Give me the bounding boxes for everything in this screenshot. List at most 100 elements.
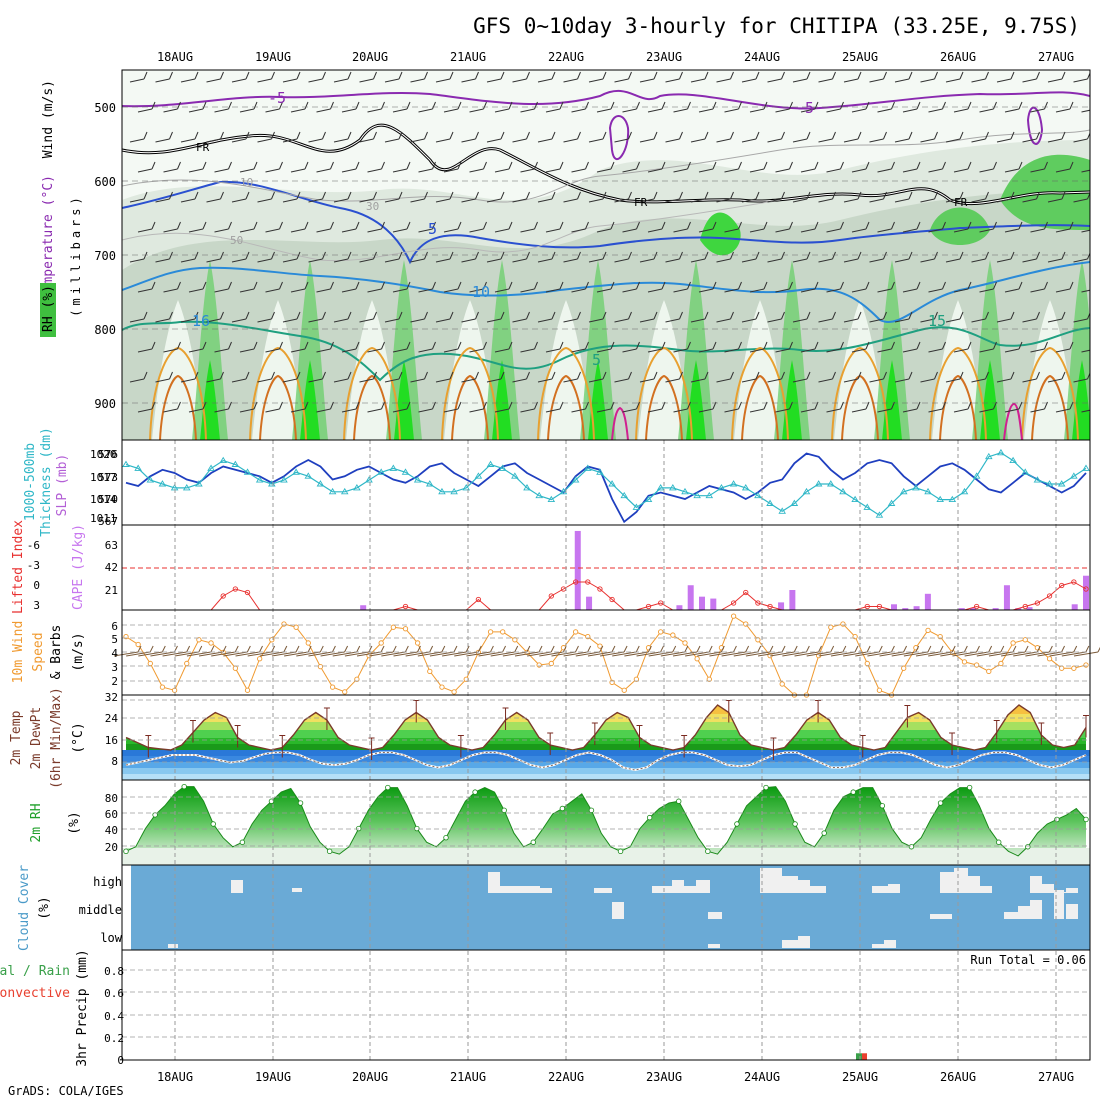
thickness-point <box>681 487 689 495</box>
upper-barb-flag <box>228 281 232 290</box>
upper-barb-flag <box>253 221 258 230</box>
upper-barb-flag <box>934 191 938 200</box>
upper-barb-flag <box>1044 101 1048 110</box>
upper-barb <box>563 138 578 143</box>
upper-barb <box>1030 348 1045 353</box>
wind-speed-point <box>184 660 190 667</box>
upper-barb <box>231 138 247 143</box>
upper-barb-flag <box>704 311 709 320</box>
wind-speed-point <box>682 640 688 646</box>
upper-barb <box>724 348 739 353</box>
slp-label: SLP (mb) <box>55 454 70 517</box>
upper-barb <box>1004 108 1020 113</box>
upper-barb-flag <box>373 311 377 320</box>
li-point <box>645 603 652 610</box>
upper-barb <box>545 408 561 413</box>
upper-barb-flag <box>194 191 199 200</box>
upper-barb-flag <box>916 101 921 110</box>
cloud-block-3 <box>540 888 552 893</box>
orange-arch-outer-4 <box>537 346 595 440</box>
upper-barb <box>1022 78 1037 83</box>
grid-lines <box>122 106 1090 1060</box>
upper-barb-flag <box>738 341 742 350</box>
upper-barb <box>690 78 706 83</box>
upper-barb-flag <box>1069 101 1074 110</box>
thickness-point <box>948 495 957 503</box>
upper-barb-flag <box>559 221 564 230</box>
wind-barb-flag <box>890 645 895 653</box>
upper-barb-flag <box>253 101 258 110</box>
date-top-25AUG: 25AUG <box>842 50 878 64</box>
upper-barb-flag <box>151 341 156 350</box>
upper-barb-flag <box>1096 162 1099 169</box>
upper-barb <box>545 168 561 173</box>
temp-label-1: 2m Temp <box>9 710 24 765</box>
upper-barb <box>1055 288 1071 293</box>
wind-barb-flag <box>1073 645 1078 653</box>
rh-point <box>996 839 1002 845</box>
upper-barb-flag <box>500 191 505 200</box>
upper-barb-flag <box>585 101 589 110</box>
wind-barb <box>818 651 843 657</box>
li-point <box>585 579 591 585</box>
upper-barb <box>537 198 553 203</box>
upper-barb <box>410 318 425 323</box>
thickness-point <box>255 476 264 483</box>
li-line <box>126 581 1087 610</box>
upper-barb <box>392 288 408 293</box>
upper-barb-flag <box>908 371 913 380</box>
upper-barb <box>979 408 994 413</box>
upper-barb-flag <box>1096 222 1099 229</box>
upper-barb <box>971 138 986 143</box>
cape-bar <box>913 606 920 610</box>
date-bottom-22AUG: 22AUG <box>548 1070 584 1084</box>
thickness-point <box>1009 456 1017 464</box>
upper-barb <box>690 378 706 383</box>
wind-barb-flag <box>210 645 215 653</box>
thickness-point <box>353 484 361 491</box>
wind-barb <box>332 651 357 657</box>
upper-barb <box>920 138 935 143</box>
upper-barb-flag <box>347 251 352 260</box>
upper-barb <box>800 288 816 293</box>
cloud-block-15 <box>888 884 900 893</box>
upper-barb <box>698 108 714 113</box>
cloud-block-9 <box>696 880 710 893</box>
upper-barb-flag <box>985 71 989 80</box>
wind-barb <box>478 651 503 657</box>
upper-barb-flag <box>1096 102 1099 109</box>
slp-axis-tick-1014: 1014 <box>90 493 117 506</box>
upper-barb-flag <box>755 191 760 200</box>
upper-barb-flag <box>1044 221 1048 230</box>
upper-barb-flag <box>891 101 895 110</box>
upper-barb <box>265 288 280 293</box>
upper-barb <box>902 408 918 413</box>
upper-barb <box>622 168 637 173</box>
li-point <box>973 603 980 610</box>
upper-barb <box>367 228 382 233</box>
wind10m-panel <box>113 613 1100 698</box>
upper-barb <box>563 378 578 383</box>
wind-barb-flag <box>441 645 446 653</box>
wind-barb <box>551 651 576 657</box>
wind-speed-point <box>743 621 749 627</box>
upper-barb <box>418 408 433 413</box>
upper-barb-flag <box>373 131 377 140</box>
thickness-point <box>122 460 130 467</box>
wind-barb-flag <box>222 645 227 653</box>
upper-air-panel: FR FR FR -5 -5 5 10 15 16 5 30 50 10 <box>122 70 1099 440</box>
upper-barb <box>673 408 688 413</box>
upper-barb-flag <box>483 161 487 170</box>
upper-barb <box>775 228 790 233</box>
upper-barb-flag <box>942 341 946 350</box>
upper-barb-flag <box>1061 251 1066 260</box>
upper-barb-flag <box>781 251 785 260</box>
upper-barb <box>665 378 680 383</box>
cloud-bg <box>131 865 1090 950</box>
upper-barb-flag <box>449 191 454 200</box>
upper-barb <box>410 138 425 143</box>
upper-barb-flag <box>942 161 946 170</box>
upper-barb <box>851 348 867 353</box>
thickness-point <box>1045 480 1054 487</box>
thickness-point <box>632 503 641 510</box>
